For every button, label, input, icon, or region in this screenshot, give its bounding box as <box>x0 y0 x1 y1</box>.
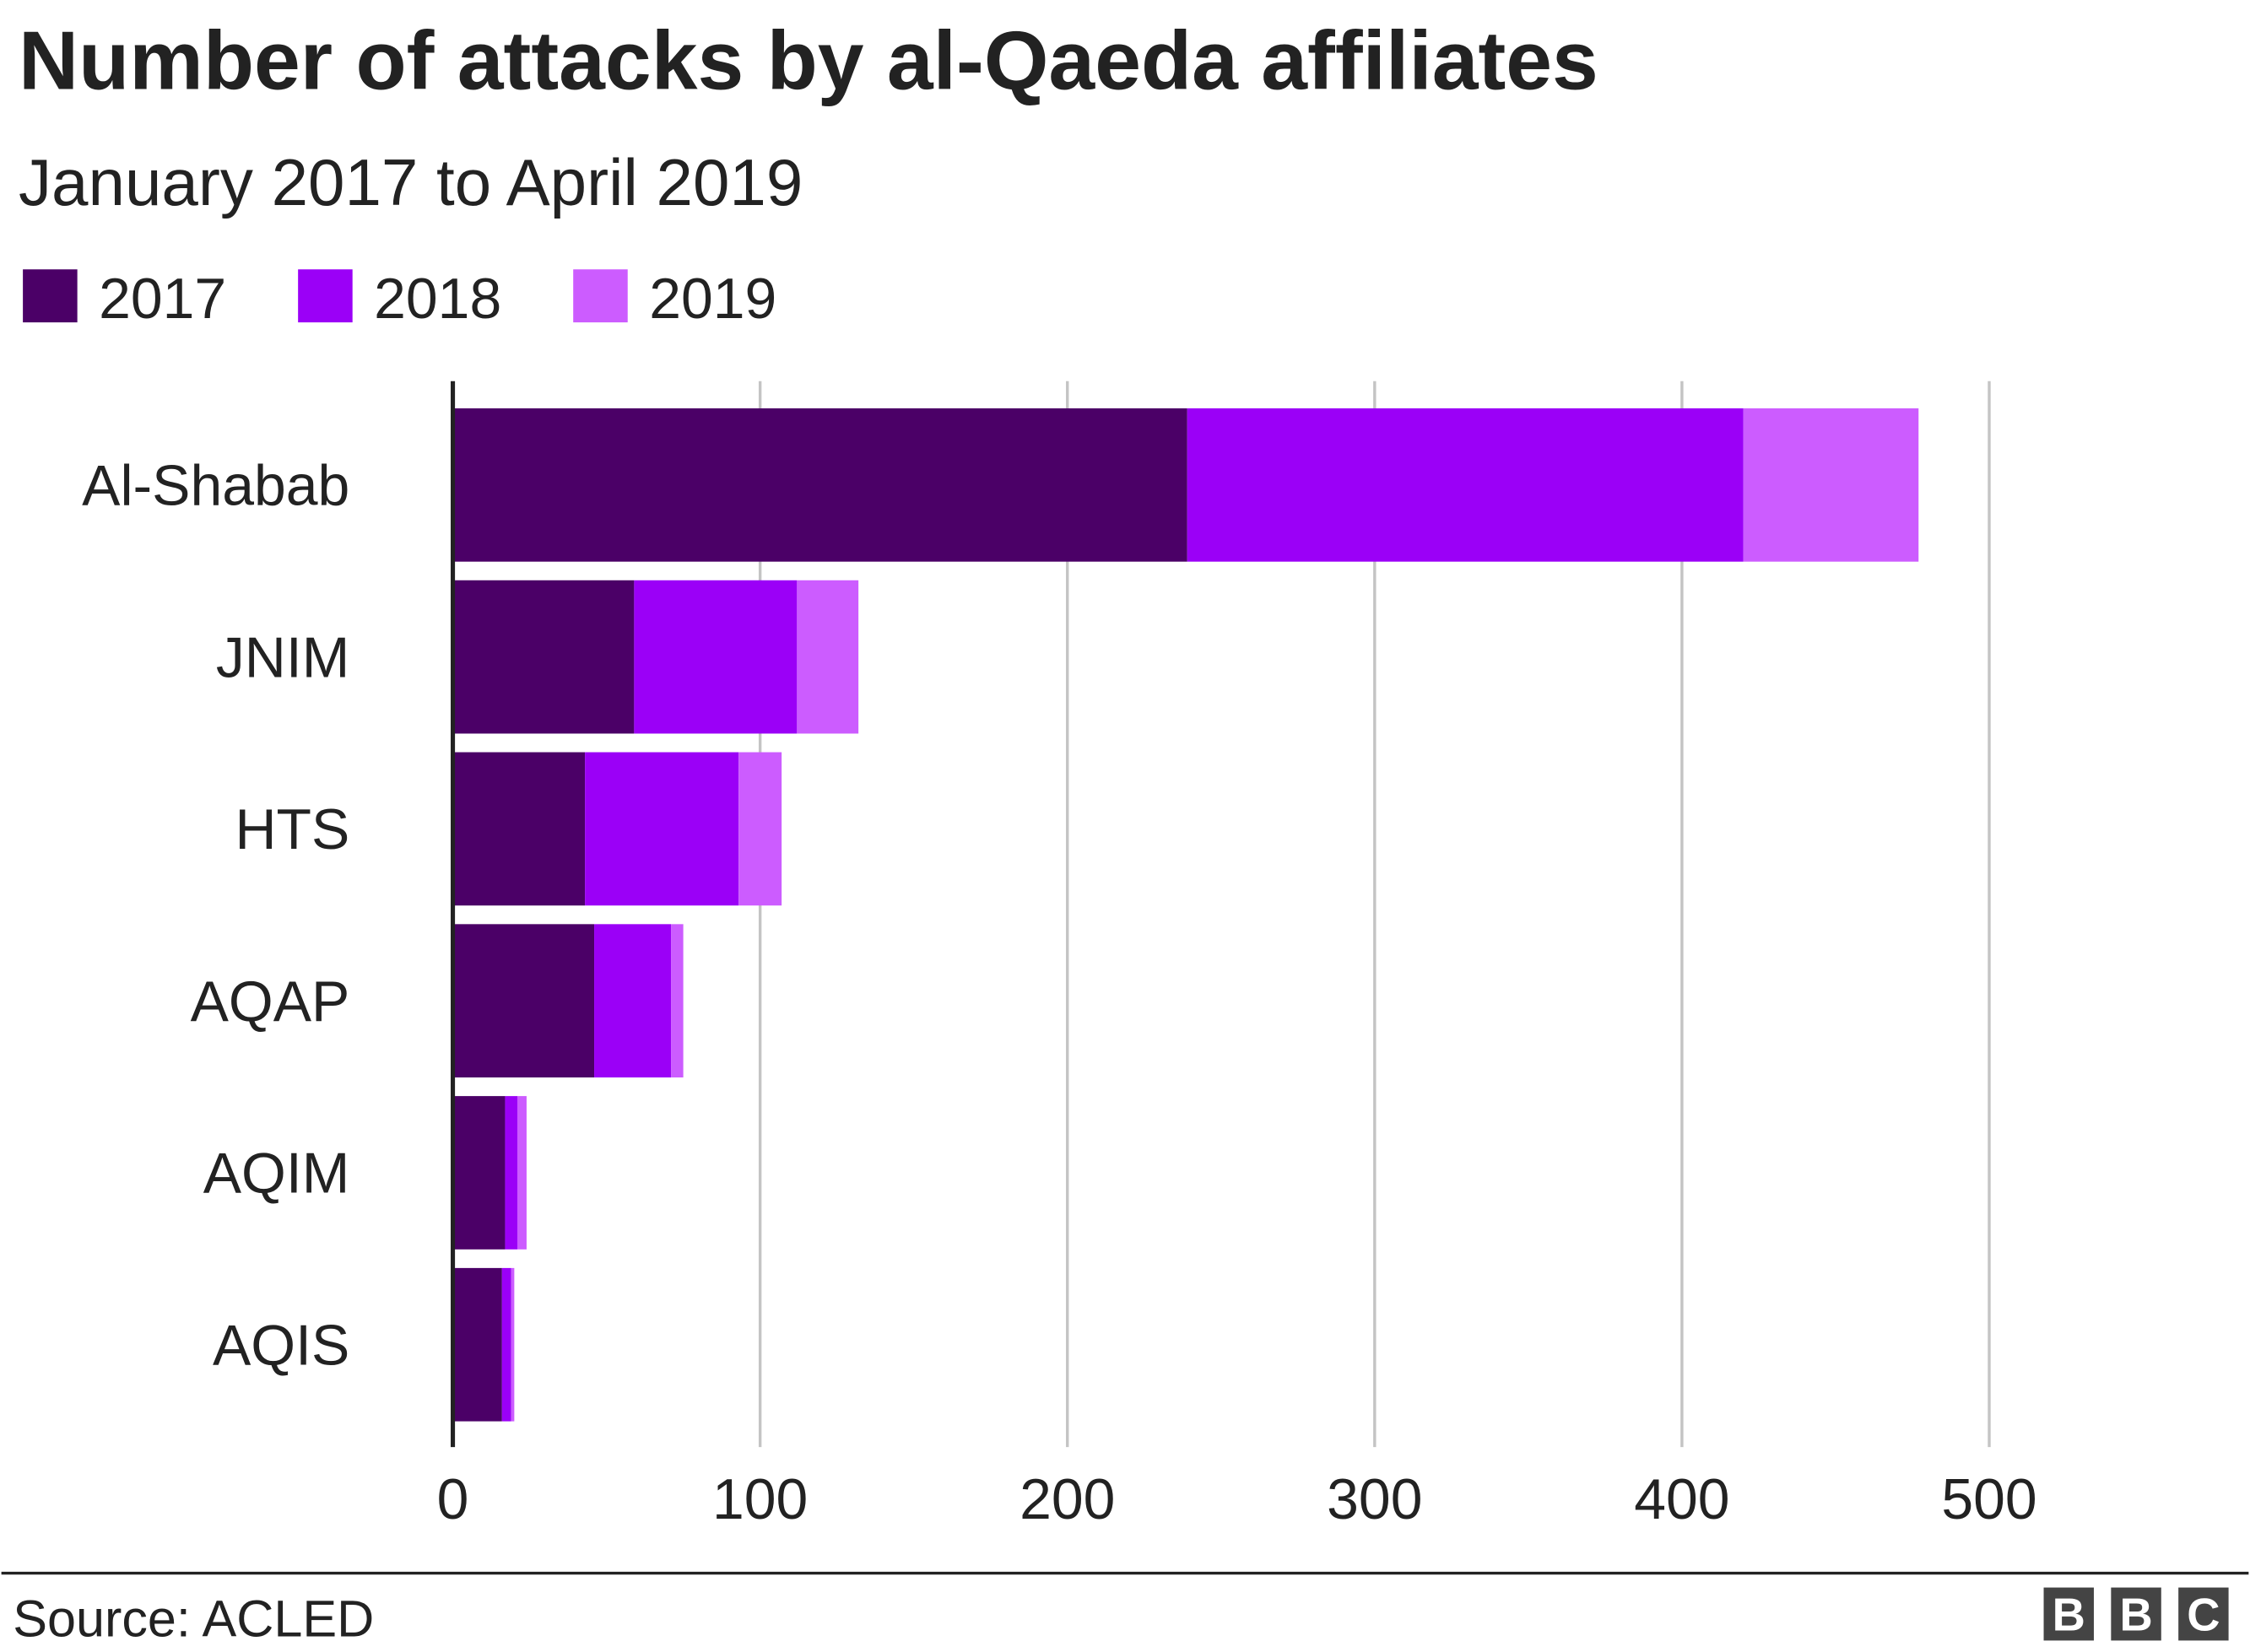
x-tick-labels: 0 100 200 300 400 500 <box>437 1468 2037 1531</box>
bar-Al-Shabab-2018 <box>1187 408 1744 562</box>
category-label: JNIM <box>216 626 349 689</box>
category-label: AQIM <box>203 1142 350 1206</box>
bar-AQAP-2018 <box>594 924 672 1078</box>
bbc-logo: B B C <box>2043 1587 2229 1641</box>
svg-text:B: B <box>2119 1590 2152 1641</box>
svg-text:B: B <box>2053 1590 2085 1641</box>
x-tick-label: 500 <box>1941 1468 2036 1531</box>
category-label: AQAP <box>191 970 350 1034</box>
legend-label-2019: 2019 <box>649 267 776 331</box>
bars <box>452 408 1919 1422</box>
category-label: Al-Shabab <box>82 455 349 518</box>
bar-AQIM-2019 <box>517 1096 527 1250</box>
bar-AQAP-2017 <box>452 924 595 1078</box>
bar-JNIM-2017 <box>452 580 635 734</box>
bar-AQIS-2018 <box>501 1267 511 1422</box>
legend-swatch-2019 <box>573 269 628 323</box>
x-tick-label: 0 <box>437 1468 469 1531</box>
bar-AQIS-2019 <box>511 1267 515 1422</box>
source-text: Source: ACLED <box>13 1590 374 1647</box>
bar-AQIM-2017 <box>452 1096 506 1250</box>
bar-Al-Shabab-2019 <box>1743 408 1919 562</box>
legend-label-2018: 2018 <box>374 267 501 331</box>
x-tick-label: 100 <box>712 1468 808 1531</box>
bar-JNIM-2019 <box>797 580 859 734</box>
chart-title: Number of attacks by al-Qaeda affiliates <box>19 13 1598 106</box>
legend: 2017 2018 2019 <box>23 267 776 331</box>
x-tick-label: 400 <box>1634 1468 1729 1531</box>
category-labels: Al-Shabab JNIM HTS AQAP AQIM AQIS <box>82 455 349 1378</box>
x-tick-label: 300 <box>1327 1468 1422 1531</box>
x-tick-label: 200 <box>1020 1468 1115 1531</box>
bar-AQIM-2018 <box>505 1096 518 1250</box>
bar-AQAP-2019 <box>671 924 684 1078</box>
bar-JNIM-2018 <box>634 580 798 734</box>
bar-Al-Shabab-2017 <box>452 408 1187 562</box>
bar-HTS-2019 <box>738 752 782 906</box>
category-label: HTS <box>235 798 349 861</box>
bar-AQIS-2017 <box>452 1267 502 1422</box>
legend-swatch-2017 <box>23 269 78 323</box>
category-label: AQIS <box>213 1315 349 1378</box>
bar-HTS-2017 <box>452 752 586 906</box>
chart-subtitle: January 2017 to April 2019 <box>19 145 803 219</box>
svg-text:C: C <box>2187 1590 2220 1641</box>
bar-HTS-2018 <box>585 752 739 906</box>
legend-label-2017: 2017 <box>99 267 226 331</box>
legend-swatch-2018 <box>298 269 353 323</box>
